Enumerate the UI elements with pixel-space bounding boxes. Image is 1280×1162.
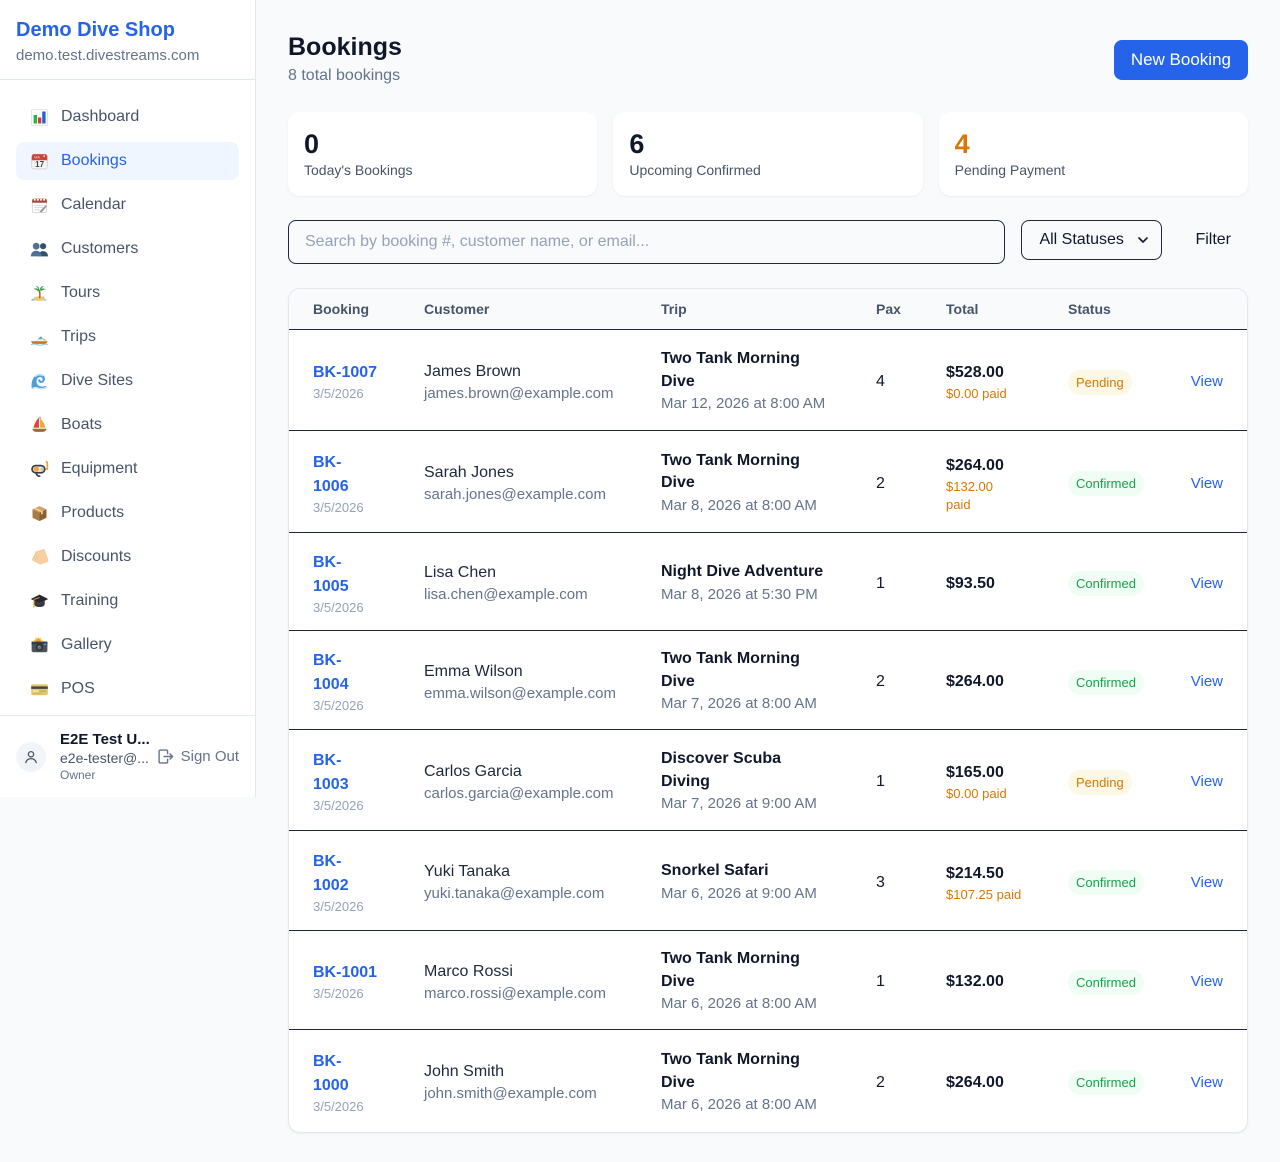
svg-text:MA: MA [34,155,40,159]
svg-text:17: 17 [35,160,44,169]
